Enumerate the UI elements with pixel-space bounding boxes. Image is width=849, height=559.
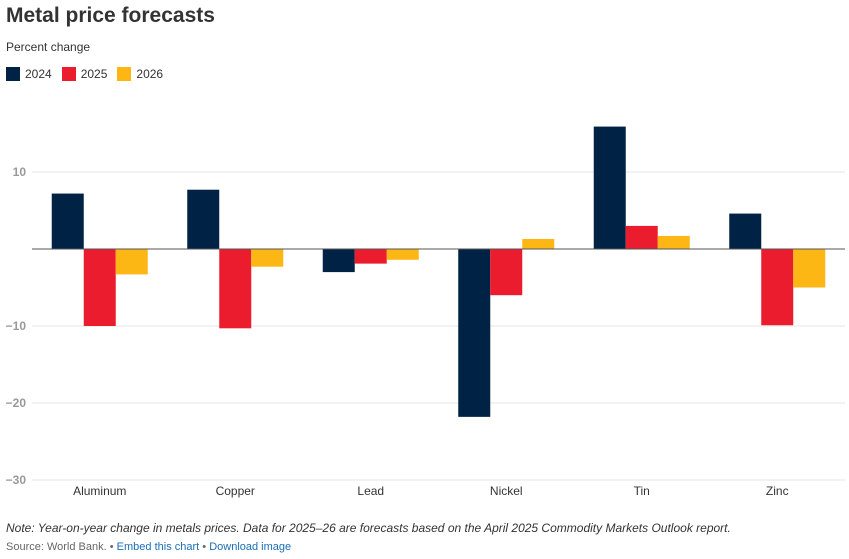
bar-copper-2025[interactable] — [219, 249, 252, 329]
legend-item-2024[interactable]: 2024 — [6, 67, 52, 81]
bar-tin-2024[interactable] — [593, 126, 626, 249]
source-line: Source: World Bank. • Embed this chart •… — [6, 541, 291, 553]
x-category-label: Lead — [357, 484, 384, 498]
chart-note: Note: Year-on-year change in metals pric… — [6, 521, 731, 535]
axes: 10 −10 −20 −30 Aluminum Copper Lead Nickel Tin Zi… — [6, 165, 845, 498]
legend-item-2025[interactable]: 2025 — [61, 67, 108, 81]
bar-chart: 10 −10 −20 −30 Aluminum Copper Lead Nickel Tin Zi… — [6, 126, 845, 498]
legend-label-2026: 2026 — [136, 67, 164, 81]
y-tick-label: −10 — [6, 319, 27, 333]
separator-1: • — [109, 541, 114, 553]
bar-copper-2024[interactable] — [187, 189, 220, 249]
legend-swatch-2025 — [61, 67, 76, 81]
legend: 2024 2025 2026 — [6, 67, 173, 81]
bar-lead-2025[interactable] — [354, 249, 387, 264]
chart-title: Metal price forecasts — [6, 4, 215, 27]
gridlines — [32, 171, 845, 481]
legend-swatch-2024 — [6, 67, 20, 81]
y-tick-label: −20 — [6, 396, 27, 410]
y-tick-label: −30 — [6, 473, 27, 487]
separator-2: • — [202, 541, 207, 553]
embed-chart-link[interactable]: Embed this chart — [116, 541, 200, 553]
x-category-label: Tin — [634, 484, 650, 498]
x-category-label: Aluminum — [73, 484, 126, 498]
x-category-label: Zinc — [766, 484, 789, 498]
legend-label-2025: 2025 — [80, 67, 108, 81]
bar-nickel-2026[interactable] — [522, 238, 555, 249]
bar-tin-2026[interactable] — [657, 235, 690, 249]
bar-tin-2025[interactable] — [625, 225, 658, 249]
legend-swatch-2026 — [117, 67, 132, 81]
bar-aluminum-2024[interactable] — [51, 193, 84, 249]
source-text: Source: World Bank. — [6, 541, 107, 553]
bar-zinc-2024[interactable] — [729, 213, 762, 249]
bar-lead-2024[interactable] — [322, 249, 355, 273]
download-image-link[interactable]: Download image — [209, 541, 292, 553]
x-category-label: Nickel — [490, 484, 523, 498]
bars — [51, 126, 826, 417]
bar-copper-2026[interactable] — [251, 249, 284, 267]
bar-aluminum-2026[interactable] — [115, 249, 148, 275]
chart-subtitle: Percent change — [6, 40, 91, 54]
bar-aluminum-2025[interactable] — [83, 249, 116, 326]
y-tick-label: 10 — [13, 165, 27, 179]
bar-nickel-2024[interactable] — [458, 249, 491, 417]
legend-label-2024: 2024 — [25, 67, 52, 81]
bar-nickel-2025[interactable] — [490, 249, 523, 296]
x-category-label: Copper — [216, 484, 255, 498]
bar-lead-2026[interactable] — [386, 249, 419, 260]
bar-zinc-2026[interactable] — [793, 249, 826, 288]
bar-zinc-2025[interactable] — [761, 249, 794, 326]
legend-item-2026[interactable]: 2026 — [117, 67, 163, 81]
